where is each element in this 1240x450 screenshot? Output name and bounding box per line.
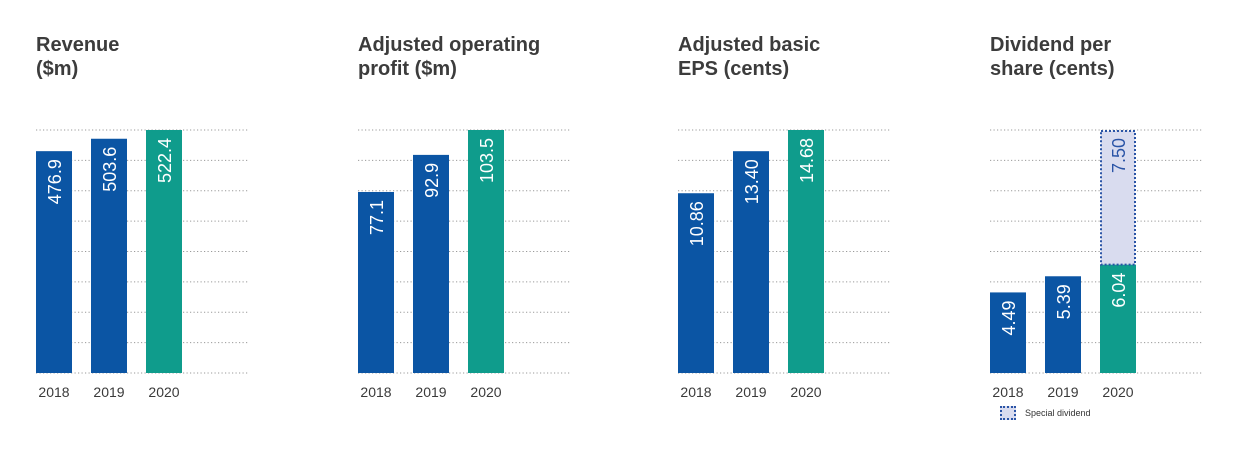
title-line-1: Adjusted basic — [678, 34, 821, 56]
bar-2020 — [788, 130, 824, 373]
value-label: 4.49 — [999, 300, 1019, 335]
value-label: 77.1 — [367, 200, 387, 235]
operating-profit-chart: 77.1 2018 92.9 2019 103.5 2020 — [358, 129, 570, 400]
tick-label: 2019 — [93, 384, 124, 400]
bar-2018 — [358, 191, 394, 373]
eps-chart: 10.86 2018 13.40 2019 14.68 2020 — [678, 129, 890, 400]
panel-title: Revenue ($m) — [36, 33, 276, 81]
title-line-2: share (cents) — [990, 58, 1115, 80]
bar-2018 — [678, 193, 714, 373]
revenue-panel: Revenue ($m) 476.9 2018 503.6 2019 522.4 2020 — [36, 0, 296, 450]
bar-2020 — [1100, 264, 1136, 373]
bar-2018 — [36, 151, 72, 373]
legend-label: Special dividend — [1025, 408, 1091, 418]
legend: Special dividend — [1000, 404, 1091, 422]
special-dividend-swatch — [1000, 406, 1016, 420]
bar-2020 — [468, 130, 504, 373]
operating-profit-panel: Adjusted operating profit ($m) 77.1 2018 9… — [358, 0, 618, 450]
dividend-chart: 4.49 2018 5.39 2019 6.04 7.50 2020 — [990, 129, 1202, 400]
dividend-panel: Dividend per share (cents) 4.49 2018 5.39 2… — [990, 0, 1240, 450]
bar-2019 — [1045, 276, 1081, 373]
tick-label: 2020 — [790, 384, 821, 400]
value-label: 5.39 — [1054, 284, 1074, 319]
special-value-label: 7.50 — [1109, 138, 1129, 173]
title-line-1: Dividend per — [990, 34, 1112, 56]
title-line-1: Adjusted operating — [358, 34, 541, 56]
bar-2020 — [146, 130, 182, 373]
title-line-2: profit ($m) — [358, 58, 457, 80]
special-dividend-bar — [1100, 130, 1136, 266]
title-line-2: EPS (cents) — [678, 58, 790, 80]
value-label: 14.68 — [797, 138, 817, 183]
value-label: 522.4 — [155, 138, 175, 183]
tick-label: 2019 — [1047, 384, 1078, 400]
bar-2019 — [91, 138, 127, 373]
bar-2019 — [413, 154, 449, 373]
value-label: 13.40 — [742, 159, 762, 204]
tick-label: 2018 — [680, 384, 711, 400]
value-label: 103.5 — [477, 138, 497, 183]
tick-label: 2020 — [148, 384, 179, 400]
tick-label: 2019 — [415, 384, 446, 400]
title-line-1: Revenue — [36, 34, 120, 56]
title-line-2: ($m) — [36, 58, 79, 80]
bar-2018 — [990, 292, 1026, 373]
tick-label: 2018 — [992, 384, 1023, 400]
value-label: 10.86 — [687, 201, 707, 246]
tick-label: 2019 — [735, 384, 766, 400]
tick-label: 2020 — [1102, 384, 1133, 400]
tick-label: 2018 — [360, 384, 391, 400]
revenue-chart: 476.9 2018 503.6 2019 522.4 2020 — [36, 129, 248, 400]
panel-title: Adjusted basic EPS (cents) — [678, 33, 918, 81]
tick-label: 2020 — [470, 384, 501, 400]
tick-label: 2018 — [38, 384, 69, 400]
panel-title: Dividend per share (cents) — [990, 33, 1230, 81]
bar-2019 — [733, 151, 769, 373]
value-label: 6.04 — [1109, 273, 1129, 308]
panel-title: Adjusted operating profit ($m) — [358, 33, 598, 81]
value-label: 476.9 — [45, 159, 65, 204]
eps-panel: Adjusted basic EPS (cents) 10.86 2018 13.4… — [678, 0, 938, 450]
value-label: 92.9 — [422, 163, 442, 198]
value-label: 503.6 — [100, 147, 120, 192]
